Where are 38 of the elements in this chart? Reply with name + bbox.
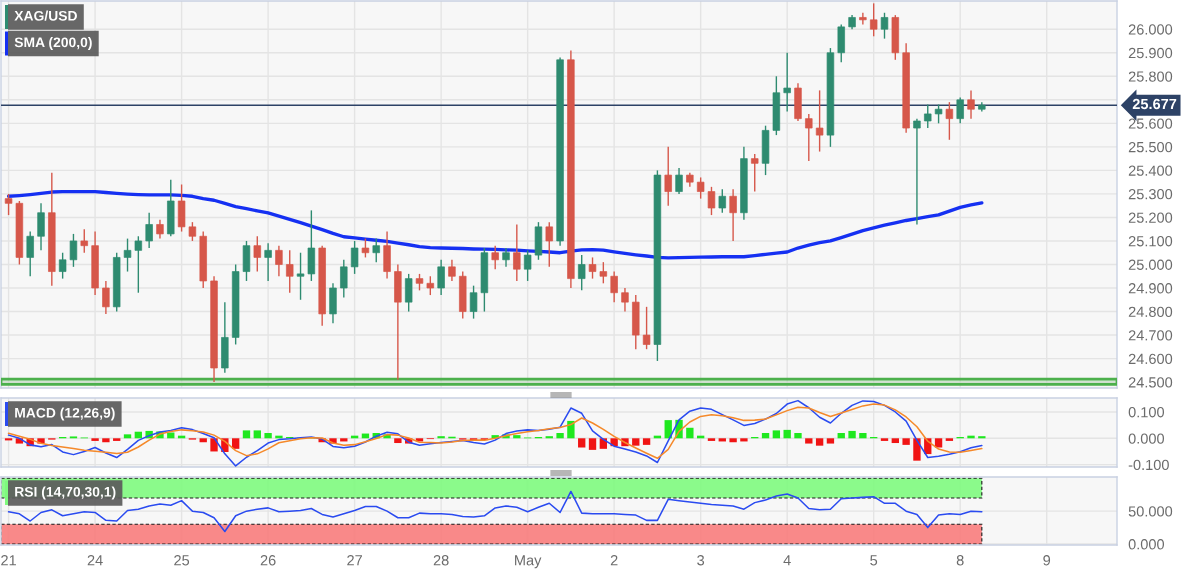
y-tick-label: 24.500 — [1128, 377, 1173, 388]
y-tick-label: -0.100 — [1128, 459, 1169, 471]
y-tick-label: 24.600 — [1128, 353, 1173, 365]
y-tick-label: 25.300 — [1128, 189, 1173, 200]
ref-line-label: 25.677 — [1132, 98, 1177, 110]
y-tick-label: 0.000 — [1128, 539, 1165, 550]
x-tick-label: 27 — [347, 555, 362, 566]
legend-label: MACD (12,26,9) — [15, 407, 115, 421]
y-tick-label: 26.000 — [1128, 24, 1173, 35]
y-tick-label: 25.600 — [1128, 118, 1173, 129]
x-tick-label: 8 — [956, 555, 964, 566]
y-tick-label: 24.900 — [1128, 283, 1173, 294]
y-tick-label: 25.500 — [1128, 141, 1173, 153]
y-tick-label: 25.100 — [1128, 236, 1173, 247]
y-tick-label: 50.000 — [1128, 506, 1173, 517]
y-tick-label: 25.200 — [1128, 212, 1173, 223]
y-tick-label: 24.800 — [1128, 306, 1173, 317]
x-tick-label: 28 — [433, 555, 449, 566]
x-tick-label: 4 — [783, 555, 791, 566]
x-tick-label: 3 — [697, 555, 705, 566]
legend-label: XAG/USD — [14, 10, 77, 21]
legend-label: SMA (200,0) — [14, 37, 92, 50]
y-tick-label: 25.800 — [1128, 71, 1173, 82]
y-tick-label: 0.100 — [1128, 407, 1165, 418]
x-tick-label: 21 — [1, 555, 16, 566]
y-tick-label: 24.700 — [1128, 330, 1173, 341]
x-tick-label: May — [515, 555, 542, 569]
y-tick-label: 25.000 — [1128, 259, 1173, 270]
y-tick-label: 0.000 — [1128, 433, 1165, 444]
x-tick-label: 9 — [1043, 555, 1051, 566]
x-tick-label: 25 — [174, 555, 190, 566]
x-tick-label: 5 — [870, 555, 878, 566]
x-tick-label: 2 — [610, 555, 618, 566]
text: RSI (14,70,30,1) — [15, 486, 116, 500]
y-tick-label: 25.400 — [1128, 165, 1173, 176]
x-tick-label: 24 — [87, 555, 103, 566]
y-tick-label: 25.900 — [1128, 47, 1173, 59]
x-tick-label: 26 — [260, 555, 276, 566]
